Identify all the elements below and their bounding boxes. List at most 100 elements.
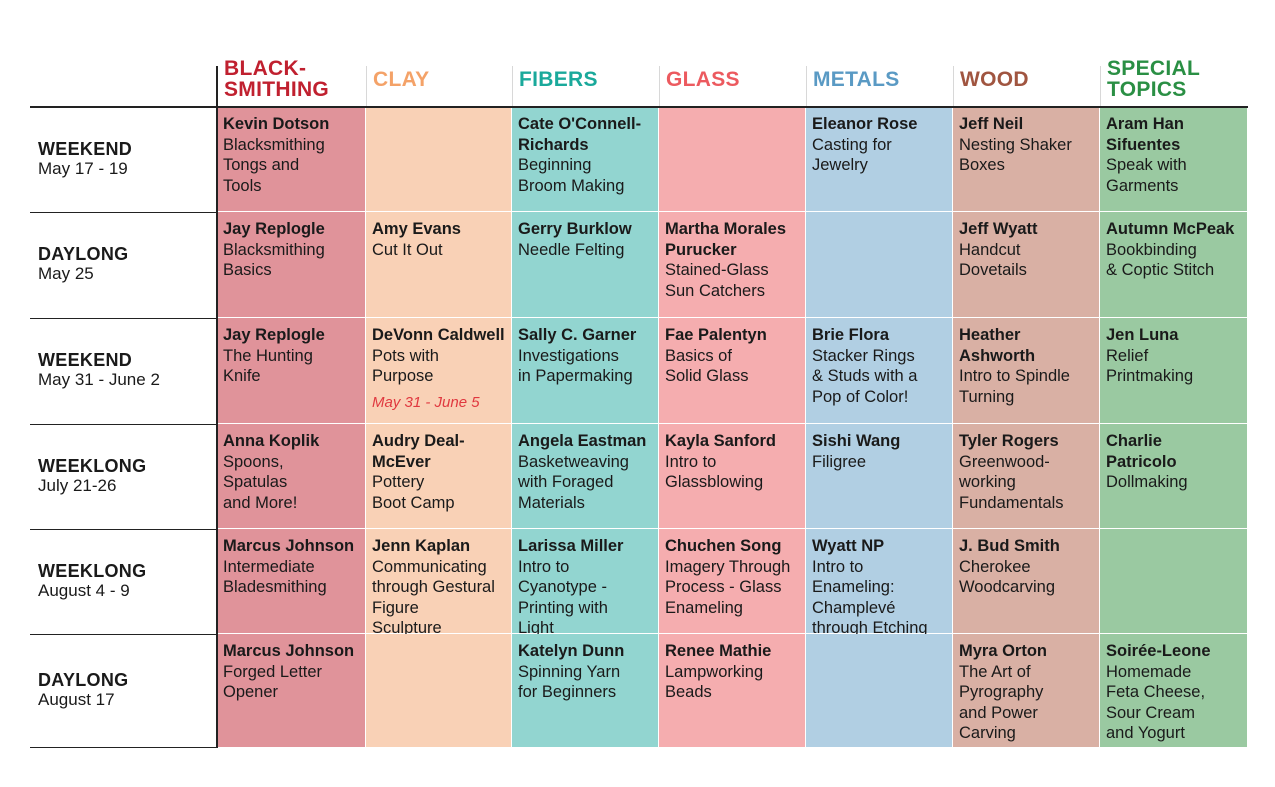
class-cell-clay[interactable]: Jenn Kaplan Communicating through Gestural… [366,529,512,637]
class-cell-special[interactable]: Soirée-Leone Homemade Feta Cheese, Sour Cre… [1100,634,1248,748]
instructor-name: Fae Palentyn [665,326,767,344]
class-title: Intro to Cyanotype - Printing with Light [518,557,608,638]
class-cell-blacksmithing[interactable]: Jay Replogle The Hunting Knife [217,318,366,424]
class-title: The Hunting Knife [223,346,313,386]
row-label: WEEKEND May 17 - 19 [38,138,133,178]
class-cell-blacksmithing[interactable]: Kevin Dotson Blacksmithing Tongs and Tools [217,107,366,212]
instructor-name: Soirée-Leone [1106,642,1211,660]
class-cell-clay[interactable]: DeVonn Caldwell Pots with Purpose May 31 - … [366,318,512,424]
row-type: WEEKLONG [38,560,147,581]
column-separator [659,66,660,106]
row-type: WEEKEND [38,138,133,159]
class-title: Imagery Through Process - Glass Enameling [665,557,791,617]
instructor-name: Chuchen Song [665,537,782,555]
row-dates: May 31 - June 2 [38,370,160,389]
class-title: Stained-Glass Sun Catchers [665,261,769,300]
instructor-name: Angela Eastman [518,432,647,450]
class-cell-clay[interactable]: Amy Evans Cut It Out [366,212,512,318]
instructor-name: Gerry Burklow [518,220,632,238]
class-cell-fibers[interactable]: Larissa Miller Intro to Cyanotype - Printin… [512,529,659,637]
instructor-name: Jay Replogle [223,220,325,238]
class-cell-metals[interactable] [806,212,953,318]
class-cell-metals[interactable]: Wyatt NP Intro to Enameling: Champlevé throu… [806,529,953,637]
class-cell-glass[interactable]: Martha Morales Purucker Stained-Glass Sun C… [659,212,806,318]
class-cell-fibers[interactable]: Angela Eastman Basketweaving with Foraged M… [512,424,659,529]
instructor-name: Audry Deal- McEver [372,432,465,471]
class-cell-fibers[interactable]: Gerry Burklow Needle Felting [512,212,659,318]
row-label: DAYLONG August 17 [38,670,129,710]
class-cell-glass[interactable]: Kayla Sanford Intro to Glassblowing [659,424,806,529]
class-cell-glass[interactable]: Renee Mathie Lampworking Beads [659,634,806,748]
class-title: Intro to Enameling: Champlevé through Etchi… [812,557,928,638]
class-cell-glass[interactable] [659,107,806,212]
class-cell-special[interactable]: Autumn McPeak Bookbinding & Coptic Stitch [1100,212,1248,318]
row-type: DAYLONG [38,670,129,690]
class-title: Blacksmithing Basics [223,240,325,280]
instructor-name: Autumn McPeak [1106,220,1235,238]
class-cell-fibers[interactable]: Katelyn Dunn Spinning Yarn for Beginners [512,634,659,748]
class-cell-glass[interactable]: Fae Palentyn Basics of Solid Glass [659,318,806,424]
class-cell-metals[interactable]: Sishi Wang Filigree [806,424,953,529]
column-separator [806,66,807,106]
class-title: Cut It Out [372,240,443,259]
class-cell-wood[interactable]: Heather Ashworth Intro to Spindle Turning [953,318,1100,424]
instructor-name: Charlie Patricolo [1106,432,1177,471]
class-cell-metals[interactable]: Brie Flora Stacker Rings & Studs with a Pop… [806,318,953,424]
header-divider [30,106,1248,108]
class-cell-blacksmithing[interactable]: Marcus Johnson Forged Letter Opener [217,634,366,748]
instructor-name: Renee Mathie [665,642,772,660]
class-cell-fibers[interactable]: Cate O'Connell- Richards Beginning Broom Ma… [512,107,659,212]
class-title: Investigations in Papermaking [518,346,633,386]
class-cell-wood[interactable]: Myra Orton The Art of Pyrography and Power C… [953,634,1100,748]
class-cell-wood[interactable]: Tyler Rogers Greenwood-working Fundamental… [953,424,1100,529]
row-label: WEEKEND May 31 - June 2 [38,351,160,390]
instructor-name: Larissa Miller [518,537,624,555]
class-cell-clay[interactable]: Audry Deal- McEver Pottery Boot Camp [366,424,512,529]
class-cell-clay[interactable] [366,107,512,212]
class-title: Dollmaking [1106,473,1188,491]
class-cell-blacksmithing[interactable]: Anna Koplik Spoons, Spatulas and More! [217,424,366,529]
class-title: Forged Letter Opener [223,662,323,702]
row-label: WEEKLONG July 21-26 [38,456,146,495]
instructor-name: Marcus Johnson [223,642,355,660]
row-dates: May 17 - 19 [38,158,128,178]
class-cell-metals[interactable] [806,634,953,748]
instructor-name: DeVonn Caldwell [372,326,505,344]
class-cell-special[interactable]: Charlie Patricolo Dollmaking [1100,424,1248,529]
class-cell-blacksmithing[interactable]: Jay Replogle Blacksmithing Basics [217,212,366,318]
class-cell-clay[interactable] [366,634,512,748]
class-cell-wood[interactable]: Jeff Neil Nesting Shaker Boxes [953,107,1100,212]
instructor-name: Jen Luna [1106,326,1179,344]
instructor-name: Aram Han Sifuentes [1106,115,1184,154]
instructor-name: Cate O'Connell- Richards [518,115,642,154]
class-title: Needle Felting [518,240,625,259]
class-cell-special[interactable] [1100,529,1248,634]
class-cell-metals[interactable]: Eleanor Rose Casting for Jewelry [806,107,953,212]
class-cell-wood[interactable]: J. Bud Smith Cherokee Woodcarving [953,529,1100,634]
instructor-name: Katelyn Dunn [518,642,625,660]
class-cell-wood[interactable]: Jeff Wyatt Handcut Dovetails [953,212,1100,318]
class-title: Bookbinding & Coptic Stitch [1106,240,1215,280]
class-cell-glass[interactable]: Chuchen Song Imagery Through Process - Gla… [659,529,806,634]
column-header-special: SPECIAL TOPICS [1107,57,1201,101]
instructor-name: Anna Koplik [223,432,320,450]
instructor-name: Sally C. Garner [518,326,637,344]
class-title: Spinning Yarn for Beginners [518,662,621,702]
class-title: Pottery Boot Camp [372,473,455,512]
instructor-name: Wyatt NP [812,537,885,555]
row-dates: July 21-26 [38,475,117,495]
instructor-name: Marcus Johnson [223,537,355,555]
instructor-name: Brie Flora [812,326,890,344]
column-separator [512,66,513,106]
column-header-metals: METALS [813,68,900,91]
class-cell-fibers[interactable]: Sally C. Garner Investigations in Papermak… [512,318,659,424]
bottom-line [30,747,217,748]
class-cell-special[interactable]: Jen Luna Relief Printmaking [1100,318,1248,424]
class-title: Speak with Garments [1106,156,1187,195]
instructor-name: J. Bud Smith [959,537,1060,555]
column-separator [366,66,367,106]
class-cell-blacksmithing[interactable]: Marcus Johnson Intermediate Bladesmithing [217,529,366,634]
class-cell-special[interactable]: Aram Han Sifuentes Speak with Garments [1100,107,1248,212]
class-title: Lampworking Beads [665,662,764,702]
row-type: DAYLONG [38,244,129,264]
